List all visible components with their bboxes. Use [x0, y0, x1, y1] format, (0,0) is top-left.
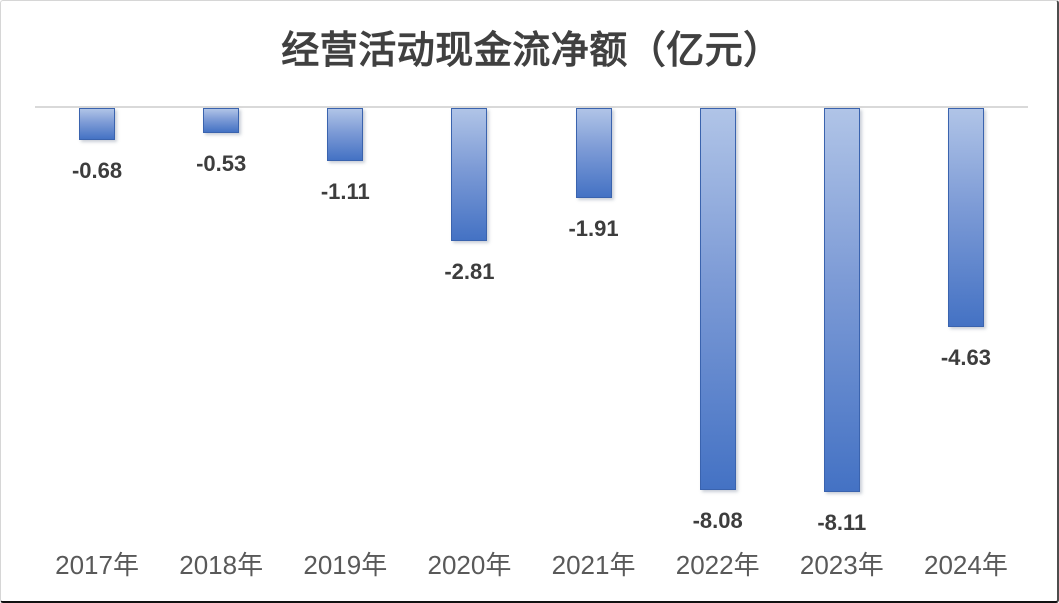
category-label: 2024年 [924, 550, 1008, 580]
bar-slot: -1.11 2019年 [283, 108, 407, 601]
plot-area: -0.68 2017年 -0.53 2018年 -1.11 2019年 -2.81 2020年… [35, 108, 1028, 601]
bar-slot: -0.53 2018年 [159, 108, 283, 601]
bar-slot: -0.68 2017年 [35, 108, 159, 601]
category-label: 2021年 [551, 550, 636, 580]
bar-2022年 [699, 108, 736, 490]
bar-slot: -4.63 2024年 [904, 108, 1028, 601]
category-label: 2018年 [179, 550, 264, 580]
data-label: -8.08 [692, 508, 743, 533]
bar-slot: -1.91 2021年 [532, 108, 656, 601]
bar-slot: -2.81 2020年 [407, 108, 531, 601]
bar-2018年 [203, 108, 240, 133]
category-label: 2019年 [303, 550, 388, 580]
chart-title: 经营活动现金流净额（亿元） [281, 30, 782, 72]
data-label: -0.68 [71, 158, 123, 183]
data-label: -0.53 [196, 151, 247, 176]
data-label: -2.81 [444, 259, 495, 284]
data-label: -4.63 [940, 345, 992, 370]
bar-2023年 [823, 108, 860, 492]
data-label: -1.11 [320, 179, 370, 204]
data-label: -1.91 [568, 216, 619, 241]
bar-2019年 [327, 108, 364, 161]
bar-2021年 [575, 108, 612, 198]
bar-slot: -8.08 2022年 [656, 108, 780, 601]
bar-2020年 [451, 108, 488, 241]
category-label: 2020年 [427, 550, 512, 580]
zero-axis-line [35, 106, 1028, 108]
data-label: -8.11 [817, 510, 867, 535]
category-label: 2022年 [675, 550, 760, 580]
category-label: 2023年 [799, 550, 884, 580]
bar-2017年 [79, 108, 116, 140]
bar-slot: -8.11 2023年 [780, 108, 904, 601]
category-label: 2017年 [55, 550, 139, 580]
bar-2024年 [947, 108, 984, 327]
